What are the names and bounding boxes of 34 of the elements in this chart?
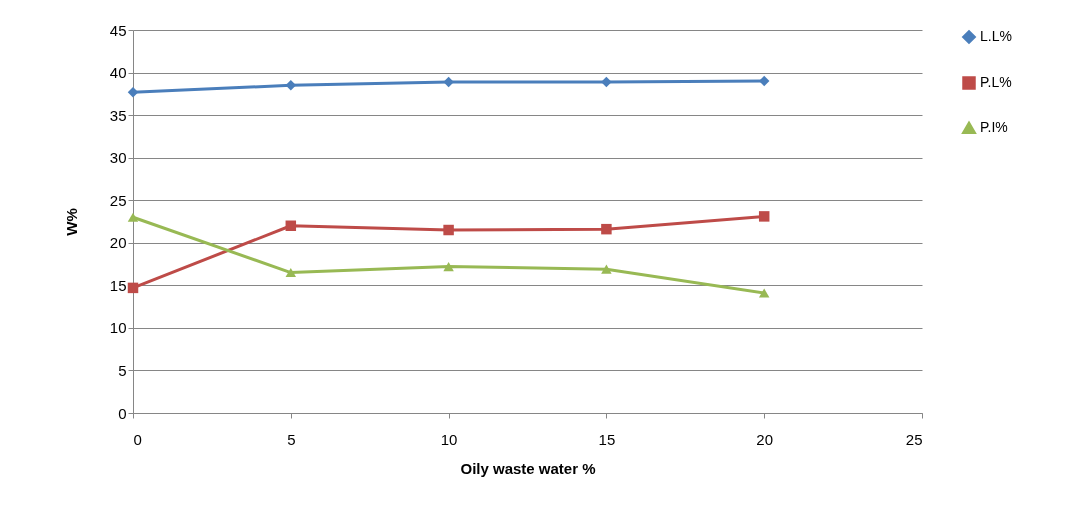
point (443, 224, 454, 236)
y-tick-label: 10 (109, 319, 127, 337)
legend-label: P.L% (980, 74, 1012, 90)
point (758, 288, 770, 298)
y-tick-label: 15 (109, 276, 127, 294)
legend-label: P.I% (980, 119, 1008, 135)
x-tick-label: 20 (756, 430, 774, 448)
point (127, 212, 139, 222)
y-tick-label: 35 (109, 106, 127, 124)
point (285, 220, 297, 231)
x-tick-label: 25 (905, 430, 923, 448)
x-tick-label: 5 (287, 430, 296, 448)
x-tick-label: 0 (133, 430, 142, 448)
y-tick-label: 0 (118, 404, 127, 422)
point (127, 86, 139, 98)
point (285, 268, 297, 278)
y-tick-label: 45 (109, 21, 127, 39)
x-tick-label: 10 (440, 430, 458, 448)
point (758, 211, 770, 222)
y-tick-label: 20 (109, 234, 127, 252)
point (443, 262, 454, 272)
y-tick-label: 25 (109, 191, 127, 209)
point (601, 223, 612, 235)
y-tick-label: 30 (109, 149, 127, 167)
point (601, 76, 612, 88)
point (127, 282, 139, 294)
point (601, 264, 612, 274)
legend-label: L.L% (980, 28, 1012, 44)
y-tick-label: 5 (118, 361, 127, 379)
y-tick-label: 40 (109, 64, 127, 82)
x-tick-label: 15 (598, 430, 616, 448)
x-axis-title: Oily waste water % (460, 459, 596, 477)
point (443, 76, 454, 88)
y-axis-title: W% (62, 208, 80, 236)
